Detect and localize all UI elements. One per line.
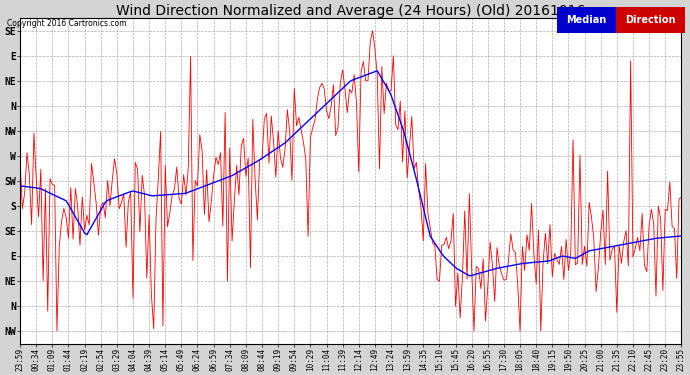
Text: Direction: Direction [625,15,676,25]
Text: Median: Median [566,15,607,25]
Text: Copyright 2016 Cartronics.com: Copyright 2016 Cartronics.com [7,19,126,28]
Title: Wind Direction Normalized and Average (24 Hours) (Old) 20161016: Wind Direction Normalized and Average (2… [116,4,585,18]
